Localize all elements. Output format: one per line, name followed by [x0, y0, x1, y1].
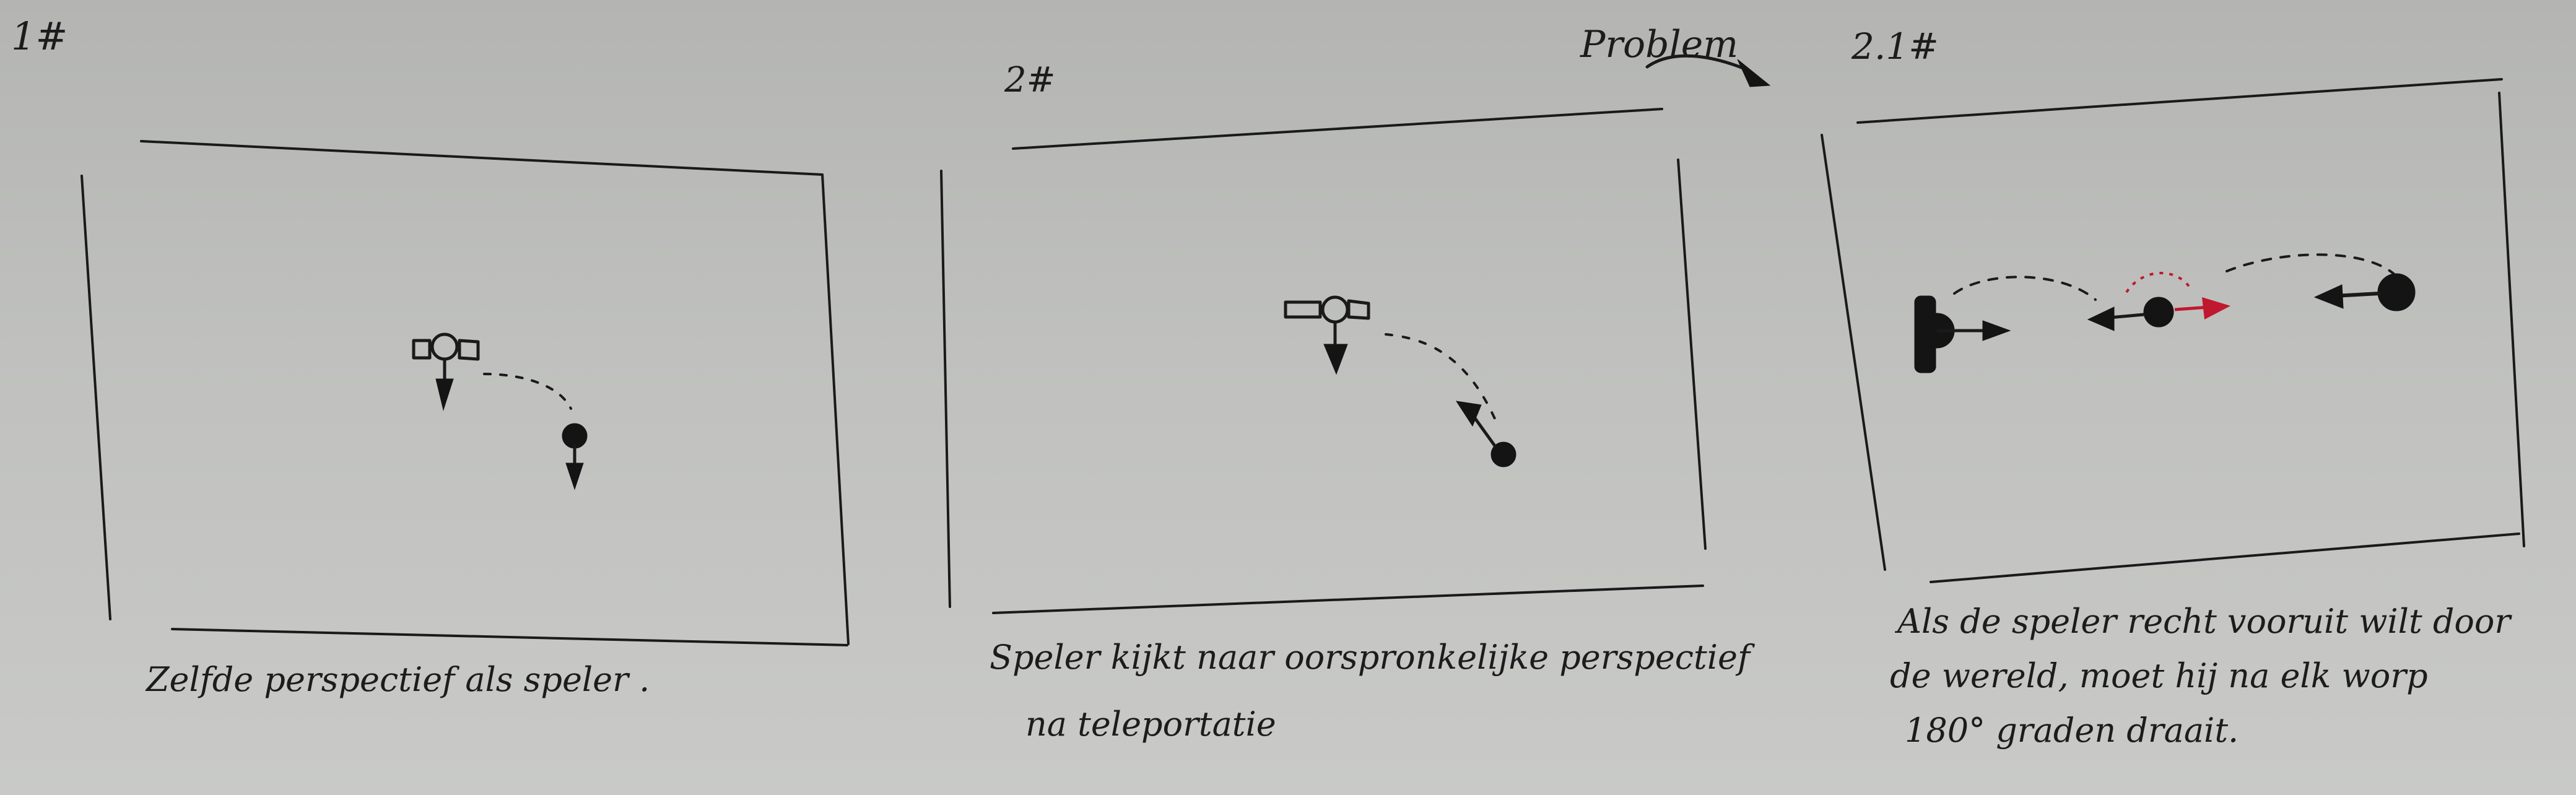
panel-1-frame — [80, 140, 850, 646]
throw-trajectory-2 — [2226, 253, 2398, 277]
panel-3 — [1821, 78, 2525, 583]
rotation-arc — [2125, 272, 2193, 293]
thrown-object-icon — [1455, 401, 1516, 467]
throw-trajectory-1 — [1953, 276, 2097, 301]
panel-1-caption: Zelfde perspectief als speler . — [145, 660, 650, 699]
player-icon — [412, 332, 480, 411]
red-arrowhead — [2202, 297, 2230, 319]
thrown-object-icon — [2313, 273, 2416, 311]
problem-arrow-icon — [1645, 54, 1771, 87]
panel-3-caption-line-2: de wereld, moet hij na elk worp — [1890, 656, 2428, 695]
panel-3-caption-line-3: 180° graden draait. — [1905, 711, 2239, 750]
panel-2-caption-line-1: Speler kijkt naar oorspronkelijke perspe… — [990, 638, 1755, 677]
panel-1 — [80, 140, 850, 646]
teleport-object-icon — [2087, 297, 2174, 331]
throw-trajectory — [1385, 333, 1500, 428]
rotation-indicator — [2125, 272, 2230, 319]
panel-1-number: 1# — [11, 14, 67, 59]
player-icon — [1914, 295, 2011, 373]
panel-2-number: 2# — [1004, 60, 1056, 100]
thrown-object-icon — [562, 423, 588, 490]
player-icon — [1284, 295, 1370, 375]
panel-2-frame — [940, 108, 1707, 614]
panel-2 — [940, 108, 1707, 614]
panel-3-caption-line-1: Als de speler recht vooruit wilt door — [1894, 602, 2512, 641]
panel-3-number: 2.1# — [1851, 25, 1939, 67]
throw-trajectory — [483, 373, 572, 410]
panel-3-frame — [1821, 78, 2525, 583]
panel-2-caption-line-2: na teleportatie — [1025, 705, 1276, 744]
